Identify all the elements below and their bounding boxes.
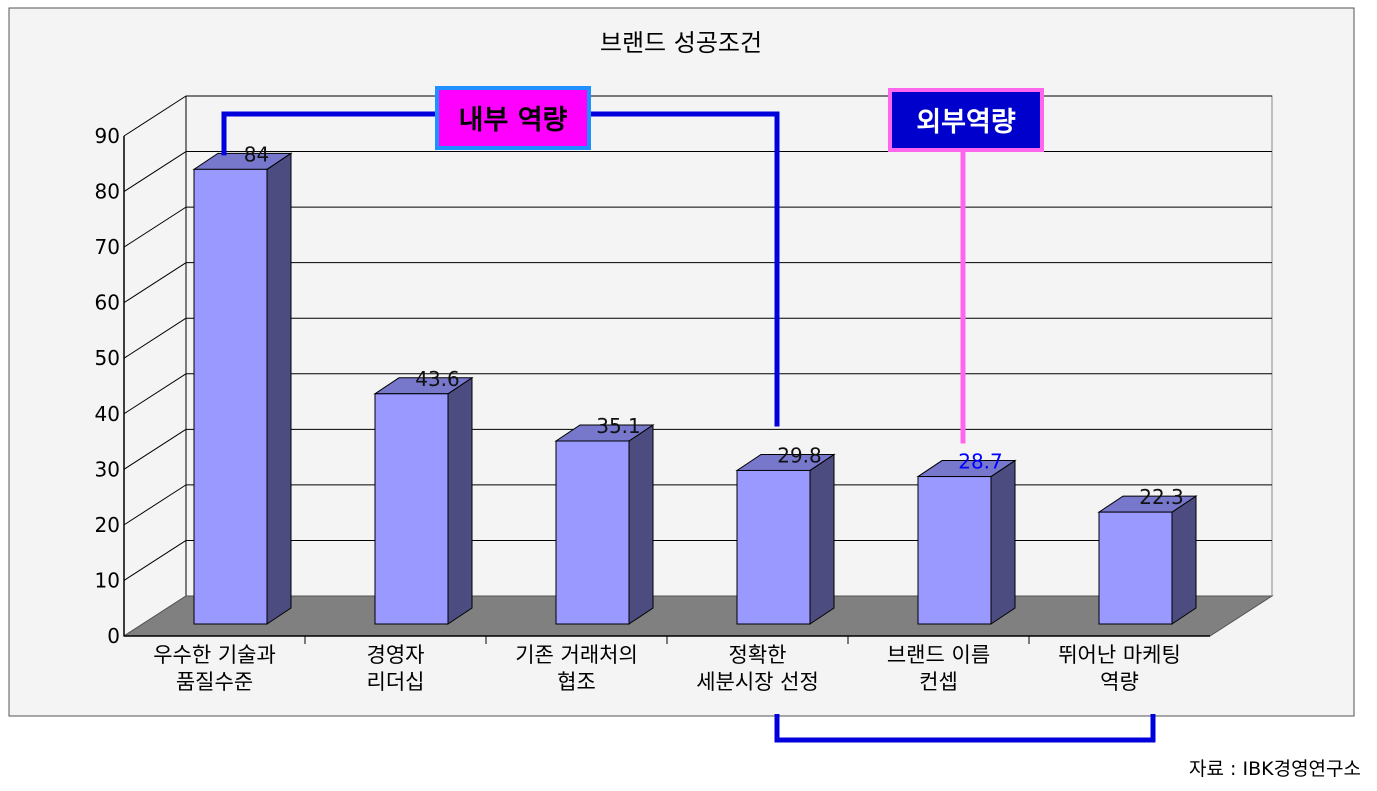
x-tick-label: 리더십 [367,670,425,694]
side-gridline [123,95,187,137]
bar-side [990,459,1016,625]
bar-side [447,376,473,625]
internal-capability-label: 내부 역량 [459,105,568,136]
side-gridline [123,484,187,526]
side-gridline [123,206,187,248]
bar [374,393,449,625]
x-tick-label: 뛰어난 마케팅 [1058,643,1181,667]
x-tick-label: 컨셉 [919,670,958,694]
y-tick-label: 80 [95,180,120,204]
x-tick-label: 품질수준 [176,670,253,694]
bar [555,440,630,625]
x-tick-label: 기존 거래처의 [515,643,638,667]
internal-capability-box [435,86,591,150]
x-tick-label: 정확한 [729,643,787,667]
bar-side [266,152,292,625]
y-tick-label: 60 [95,291,120,315]
data-label: 35.1 [596,414,641,438]
x-tick-label: 세분시장 선정 [696,670,819,694]
y-tick-label: 20 [95,513,120,537]
x-tick-label: 우수한 기술과 [153,643,276,667]
data-label: 22.3 [1139,485,1184,509]
x-tick-label: 브랜드 이름 [887,643,990,667]
side-gridline [123,540,187,581]
bar-side [1171,495,1197,625]
data-label: 28.7 [958,450,1003,474]
bar [193,168,268,625]
bar [1098,511,1173,625]
y-tick-label: 30 [95,457,120,481]
y-tick-label: 0 [107,624,120,648]
source-note: 자료 : IBK경영연구소 [1189,758,1361,780]
external-capability-box [888,88,1044,152]
data-label: 29.8 [777,443,822,467]
side-gridline [123,373,187,415]
bar-side [809,453,835,625]
side-gridline [123,262,187,304]
chart-title: 브랜드 성공조건 [600,29,762,57]
data-label: 84 [244,142,269,166]
y-tick-label: 50 [95,346,120,370]
back-wall [185,95,1273,597]
side-gridline [123,317,187,359]
side-gridline [123,151,187,192]
data-label: 43.6 [415,367,460,391]
x-tick-label: 협조 [557,670,596,694]
bar [736,469,811,625]
y-tick-label: 90 [95,124,120,148]
bottom-bracket [774,714,1156,743]
x-tick-label: 경영자 [367,643,425,667]
bar-side [628,424,654,625]
y-tick-label: 40 [95,402,120,426]
y-tick-label: 70 [95,235,120,259]
bar [917,476,992,625]
y-tick-label: 10 [95,568,120,592]
side-gridline [123,428,187,470]
external-capability-label: 외부역량 [916,107,1016,138]
x-tick-label: 역량 [1100,670,1139,694]
